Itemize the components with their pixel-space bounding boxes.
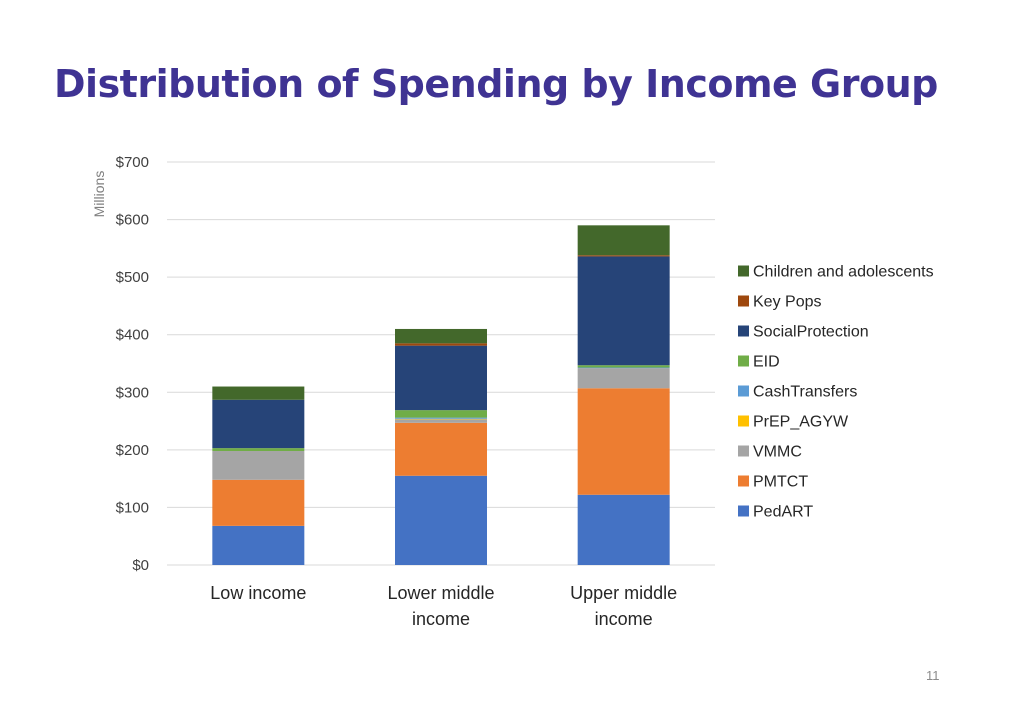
bar-segment [577, 225, 670, 256]
bar-segment [212, 386, 305, 400]
legend-label: PrEP_AGYW [753, 414, 849, 431]
y-tick-label: $100 [116, 499, 149, 516]
x-category-label: Upper middle income [570, 583, 677, 629]
page-number: 11 [926, 668, 940, 683]
y-axis: $0 $100 $200 $300 $400 $500 $600 $700 [116, 154, 149, 574]
legend-label: CashTransfers [753, 384, 857, 401]
bar-segment [577, 388, 670, 495]
bar-segment [577, 256, 670, 366]
bar-segment [395, 328, 487, 344]
bar-segment [577, 365, 670, 368]
legend-swatch [738, 415, 749, 427]
bar-segment [577, 368, 670, 389]
bars [212, 225, 670, 565]
y-tick-label: $200 [116, 442, 149, 459]
legend: Children and adolescents Key Pops SocialPr… [738, 264, 934, 521]
bar-segment [395, 345, 487, 411]
bar-segment [212, 525, 305, 565]
bar-segment [212, 451, 305, 480]
y-tick-label: $400 [116, 327, 149, 344]
legend-swatch [738, 355, 749, 367]
bar-segment [395, 419, 487, 423]
y-tick-label: $0 [132, 557, 149, 574]
bar-segment [577, 367, 670, 369]
legend-swatch [738, 385, 749, 397]
x-axis: Low income Lower middle income Upper middle… [210, 583, 677, 629]
legend-label: SocialProtection [753, 324, 869, 341]
legend-label: EID [753, 354, 780, 371]
bar-segment [212, 448, 305, 452]
bar-segment [212, 399, 305, 449]
legend-swatch [738, 325, 749, 337]
x-category-label: Lower middle income [387, 583, 494, 629]
bar-segment [395, 475, 487, 565]
y-tick-label: $300 [116, 384, 149, 401]
bar-segment [577, 255, 670, 257]
bar-segment [577, 494, 670, 565]
slide-title: Distribution of Spending by Income Group [54, 62, 938, 106]
legend-label: VMMC [753, 444, 802, 461]
bar-segment [395, 417, 487, 419]
legend-swatch [738, 265, 749, 277]
legend-swatch [738, 445, 749, 457]
bar-segment [395, 418, 487, 420]
legend-label: Key Pops [753, 294, 821, 311]
legend-swatch [738, 295, 749, 307]
legend-swatch [738, 475, 749, 487]
y-tick-label: $500 [116, 269, 149, 286]
legend-label: PMTCT [753, 474, 808, 491]
legend-label: PedART [753, 504, 813, 521]
legend-label: Children and adolescents [753, 264, 934, 281]
bar-segment [395, 343, 487, 346]
y-tick-label: $600 [116, 212, 149, 229]
bar-segment [212, 479, 305, 526]
y-tick-label: $700 [116, 154, 149, 171]
y-unit-label: Millions [91, 171, 107, 218]
bar-segment [395, 422, 487, 476]
x-category-label: Low income [210, 583, 306, 603]
legend-swatch [738, 505, 749, 517]
bar-segment [395, 410, 487, 418]
